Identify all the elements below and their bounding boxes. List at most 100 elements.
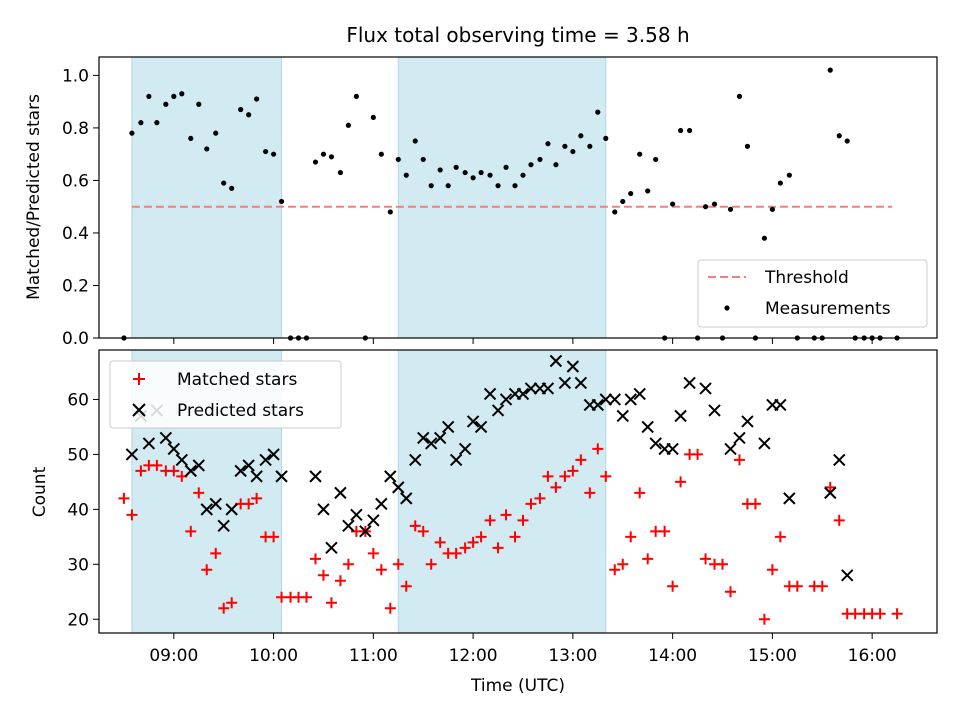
measurement-point: [637, 151, 643, 157]
measurement-point: [263, 148, 269, 155]
bottom-plot-frame: [98, 349, 938, 634]
measurement-point: [420, 156, 426, 163]
matched-star-point: [749, 498, 761, 510]
predicted-star-point: [758, 437, 771, 450]
measurement-point: [520, 172, 526, 178]
top-y-tick-label: 0.4: [62, 224, 89, 244]
predicted-star-point: [409, 453, 422, 467]
predicted-star-point: [649, 437, 662, 450]
x-tick-label: 11:00: [349, 646, 398, 666]
matched-star-point: [567, 465, 579, 477]
measurements-series: [121, 67, 900, 341]
matched-star-point: [342, 558, 354, 570]
legend-predicted-label: Predicted stars: [177, 401, 304, 421]
measurement-point: [503, 164, 509, 170]
measurement-point: [138, 120, 144, 126]
predicted-star-point: [608, 393, 621, 406]
matched-star-point: [692, 448, 704, 460]
predicted-star-point: [267, 448, 280, 461]
measurement-point: [204, 146, 210, 152]
predicted-star-point: [367, 514, 380, 527]
measurement-point: [403, 172, 409, 178]
bottom-y-tick-label: 60: [67, 390, 89, 410]
predicted-star-point: [499, 393, 513, 406]
measurement-point: [537, 156, 543, 163]
measurement-point: [827, 67, 833, 73]
measurement-point: [328, 154, 335, 160]
chart-title: Flux total observing time = 3.58 h: [346, 23, 689, 47]
matched-star-point: [534, 492, 546, 504]
matched-star-point: [600, 470, 612, 482]
x-tick-label: 13:00: [548, 646, 597, 666]
matched-star-point: [724, 586, 736, 598]
measurement-point: [678, 127, 684, 134]
predicted-star-point: [783, 492, 796, 505]
matched-star-point: [226, 597, 238, 609]
predicted-star-point: [184, 464, 197, 478]
measurement-point: [470, 175, 476, 181]
measurement-point: [453, 164, 459, 170]
matched-star-point: [168, 465, 180, 477]
matched-star-point: [325, 597, 337, 609]
measurement-point: [353, 93, 359, 99]
predicted-star-point: [833, 453, 846, 467]
legend-predicted-swatch: [132, 403, 146, 417]
predicted-star-point: [392, 481, 405, 494]
top-panel: 0.0 0.2 0.4 0.6 0.8 1.0 Matched/Predicted sta…: [24, 56, 938, 349]
measurement-point: [711, 201, 718, 207]
measurement-point: [213, 130, 219, 136]
measurement-point: [495, 183, 501, 189]
predicted-star-point: [683, 376, 696, 390]
matched-star-point: [575, 454, 587, 466]
predicted-star-point: [574, 376, 588, 390]
measurement-point: [777, 180, 783, 186]
matched-star-point: [517, 514, 529, 526]
predicted-star-point: [225, 503, 238, 516]
measurement-point: [836, 133, 842, 139]
matched-star-point: [201, 564, 213, 576]
measurement-point: [378, 151, 384, 157]
measurement-point: [727, 206, 734, 212]
matched-star-point: [475, 531, 487, 543]
predicted-star-point: [375, 497, 388, 511]
top-y-tick-label: 0.2: [62, 276, 89, 296]
x-tick-label: 14:00: [648, 646, 697, 666]
measurement-point: [278, 198, 285, 205]
predicted-star-point: [217, 519, 230, 533]
measurement-point: [620, 198, 626, 205]
measurement-point: [545, 141, 551, 147]
predicted-star-point: [433, 431, 447, 445]
measurement-point: [570, 148, 576, 155]
predicted-star-point: [483, 387, 497, 401]
top-x-ticks: [173, 338, 873, 344]
matched-star-point: [550, 481, 562, 493]
matched-star-point: [459, 542, 471, 554]
matched-star-point: [450, 547, 462, 559]
matched-star-point: [210, 547, 222, 559]
matched-stars-series: [118, 443, 903, 625]
measurement-point: [478, 169, 484, 176]
predicted-star-point: [599, 393, 612, 406]
matched-star-point: [874, 608, 886, 620]
bottom-shaded-interval: [397, 349, 607, 634]
measurement-point: [769, 206, 775, 212]
legend-matched-label: Matched stars: [177, 370, 297, 390]
top-y-axis: 0.0 0.2 0.4 0.6 0.8 1.0: [62, 66, 99, 349]
predicted-star-point: [633, 387, 646, 401]
predicted-star-point: [192, 459, 205, 472]
matched-star-point: [667, 580, 679, 592]
bottom-y-axis-label: Count: [30, 466, 50, 517]
matched-star-point: [243, 498, 255, 510]
matched-star-point: [268, 531, 280, 543]
top-panel-shading: [131, 56, 607, 339]
measurement-point: [578, 133, 584, 139]
predicted-star-point: [167, 442, 181, 456]
measurement-point: [246, 112, 252, 118]
measurement-point: [221, 180, 227, 186]
bottom-y-tick-label: 30: [67, 555, 89, 575]
measurement-point: [129, 130, 135, 136]
matched-star-point: [384, 602, 396, 614]
bottom-y-axis: 20 30 40 50 60: [67, 390, 99, 630]
predicted-star-point: [242, 459, 255, 472]
matched-star-point: [824, 481, 836, 493]
